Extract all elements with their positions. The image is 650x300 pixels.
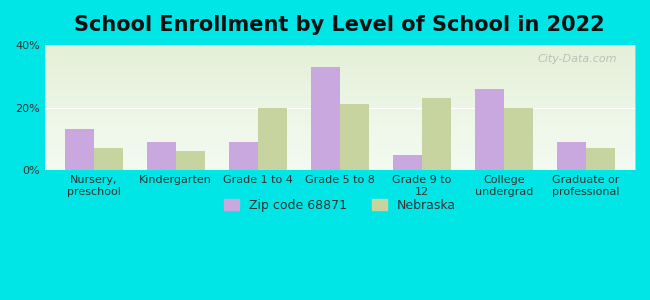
Bar <box>422 98 450 170</box>
Legend: Zip code 68871, Nebraska: Zip code 68871, Nebraska <box>219 194 461 217</box>
Bar <box>65 130 94 170</box>
Text: City-Data.com: City-Data.com <box>538 54 618 64</box>
Bar <box>557 142 586 170</box>
Bar <box>475 89 504 170</box>
Bar <box>147 142 176 170</box>
Bar <box>504 108 532 170</box>
Bar <box>94 148 122 170</box>
Title: School Enrollment by Level of School in 2022: School Enrollment by Level of School in … <box>75 15 605 35</box>
Bar <box>229 142 258 170</box>
Bar <box>311 67 340 170</box>
Bar <box>258 108 287 170</box>
Bar <box>176 152 205 170</box>
Bar <box>340 104 369 170</box>
Bar <box>586 148 614 170</box>
Bar <box>393 154 422 170</box>
